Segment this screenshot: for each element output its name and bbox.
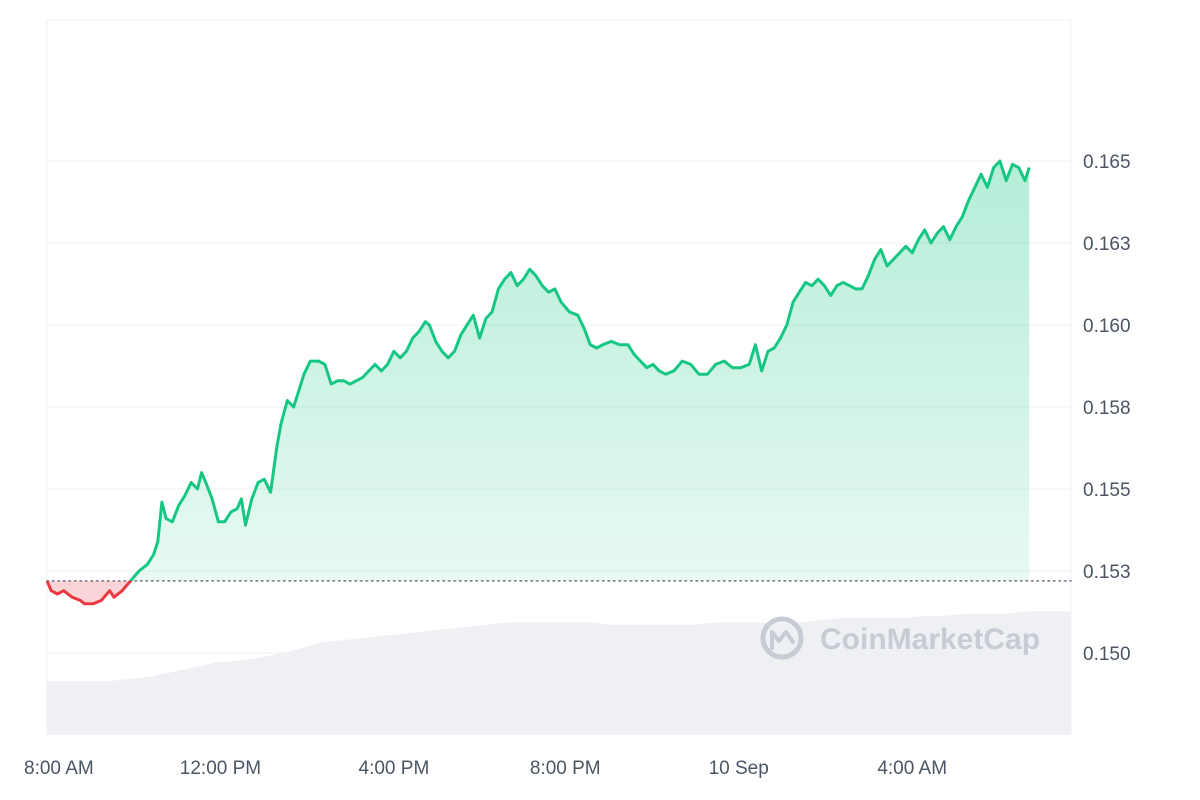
y-tick-label: 0.153 [1083, 562, 1131, 583]
price-area-up [47, 161, 1030, 581]
x-tick-label: 12:00 PM [180, 758, 261, 779]
x-tick-label: 10 Sep [709, 758, 769, 779]
price-line [45, 159, 1031, 606]
price-area [47, 161, 1030, 604]
y-tick-label: 0.155 [1083, 480, 1131, 501]
volume-area [47, 611, 1071, 735]
y-tick-label: 0.160 [1083, 316, 1131, 337]
coinmarketcap-logo-icon [760, 616, 804, 660]
watermark-text: CoinMarketCap [820, 623, 1040, 656]
price-line-up [46, 159, 1031, 581]
y-tick-label: 0.150 [1083, 644, 1131, 665]
y-tick-label: 0.163 [1083, 234, 1131, 255]
x-tick-label: 4:00 PM [359, 758, 430, 779]
y-axis-labels: 0.150 0.153 0.155 0.158 0.160 0.163 0.165 [1083, 152, 1131, 665]
y-tick-label: 0.158 [1083, 398, 1131, 419]
x-tick-label: 8:00 AM [24, 758, 94, 779]
x-axis-labels: 8:00 AM 12:00 PM 4:00 PM 8:00 PM 10 Sep 4:00 … [24, 758, 947, 779]
volume-bars [47, 611, 1071, 735]
coinmarketcap-watermark: CoinMarketCap [760, 616, 1040, 660]
x-tick-label: 4:00 AM [877, 758, 947, 779]
x-tick-label: 8:00 PM [530, 758, 601, 779]
y-tick-label: 0.165 [1083, 152, 1131, 173]
